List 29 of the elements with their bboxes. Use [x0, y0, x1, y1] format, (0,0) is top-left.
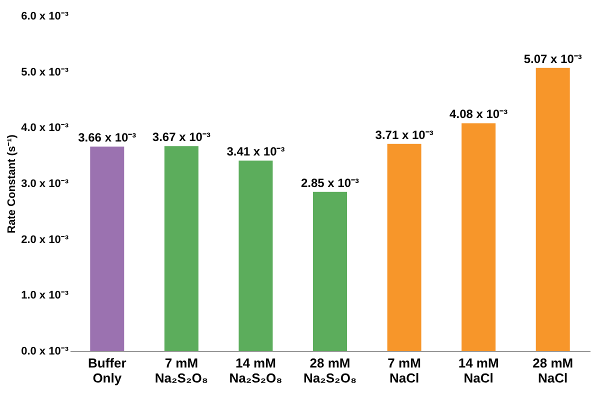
x-tick-label: 7 mM NaCl [388, 356, 421, 386]
bar [164, 146, 198, 351]
y-tick-label: 2.0 x 10⁻³ [21, 234, 69, 246]
y-axis-title: Rate Constant (s⁻¹) [6, 134, 18, 234]
y-tick-label: 3.0 x 10⁻³ [21, 178, 69, 190]
bar [313, 192, 347, 351]
y-tick-label: 5.0 x 10⁻³ [21, 66, 69, 78]
data-label: 3.41 x 10⁻³ [226, 144, 285, 159]
data-label: 4.08 x 10⁻³ [450, 107, 508, 122]
y-tick-label: 4.0 x 10⁻³ [21, 122, 69, 134]
data-label: 3.66 x 10⁻³ [78, 130, 136, 145]
bar [238, 160, 273, 351]
bar [462, 123, 496, 351]
x-tick-label: Buffer Only [88, 356, 126, 386]
data-label: 5.07 x 10⁻³ [524, 52, 582, 66]
y-tick-label: 1.0 x 10⁻³ [21, 290, 69, 302]
x-tick-label: 28 mM NaCl [532, 356, 574, 386]
x-tick-label: 14 mM Na₂S₂O₈ [229, 356, 282, 386]
x-tick-label: 7 mM Na₂S₂O₈ [154, 356, 208, 386]
data-label: 3.67 x 10⁻³ [152, 130, 210, 144]
x-tick-label: 14 mM NaCl [458, 356, 499, 386]
data-label: 2.85 x 10⁻³ [300, 176, 360, 190]
data-label: 3.71 x 10⁻³ [375, 128, 434, 142]
x-tick-label: 28 mM Na₂S₂O₈ [303, 356, 357, 386]
bar [536, 68, 570, 351]
bar [90, 146, 124, 351]
y-tick-label: 0.0 x 10⁻³ [21, 346, 69, 358]
y-tick-label: 6.0 x 10⁻³ [21, 10, 69, 22]
bar [387, 144, 422, 351]
